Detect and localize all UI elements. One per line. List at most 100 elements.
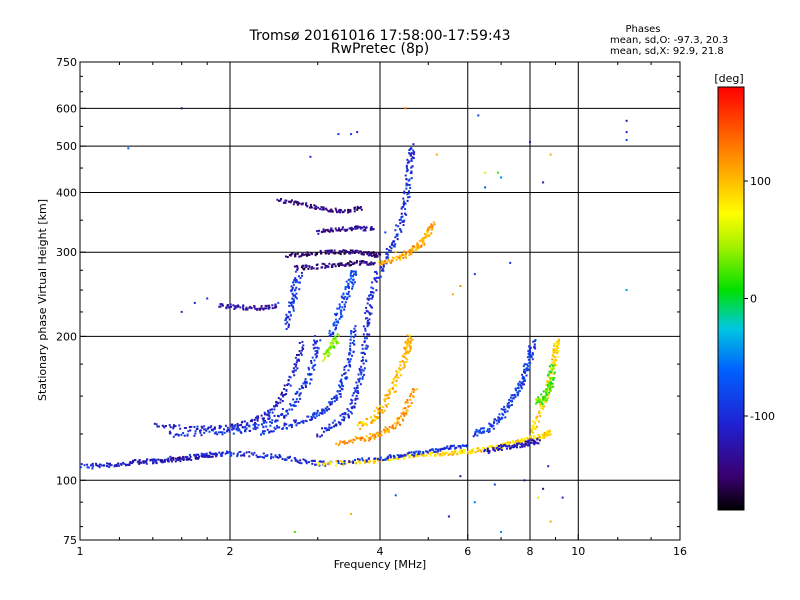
echo-point: [268, 411, 271, 414]
echo-point: [343, 373, 346, 375]
echo-point: [536, 415, 539, 418]
echo-point: [294, 296, 297, 299]
echo-point: [329, 229, 332, 232]
echo-point: [375, 252, 378, 255]
echo-point: [169, 426, 172, 429]
echo-point: [472, 448, 475, 451]
echo-point: [87, 466, 90, 469]
echo-point: [311, 266, 314, 269]
echo-point: [431, 224, 434, 227]
echo-point: [406, 183, 409, 186]
echo-point: [348, 295, 351, 298]
echo-point: [410, 171, 413, 174]
echo-point: [416, 454, 418, 457]
echo-point: [316, 252, 319, 255]
echo-point: [289, 403, 292, 406]
echo-point: [289, 423, 292, 426]
echo-point: [534, 347, 537, 350]
echo-point: [451, 445, 454, 448]
echo-point: [548, 365, 551, 368]
echo-point: [377, 459, 380, 461]
echo-point: [505, 447, 508, 450]
echo-point: [298, 359, 300, 362]
echo-point: [371, 296, 374, 299]
echo-point: [358, 380, 361, 383]
echo-point: [299, 397, 302, 400]
echo-point: [350, 401, 353, 404]
echo-point: [372, 460, 375, 463]
echo-point: [346, 358, 349, 361]
echo-point: [331, 263, 334, 266]
echo-point: [366, 302, 369, 305]
echo-point: [405, 349, 408, 352]
echo-point: [361, 347, 364, 350]
echo-point: [296, 265, 299, 268]
echo-point: [375, 458, 378, 461]
echo-point: [516, 442, 519, 445]
echo-point: [394, 229, 397, 232]
y-tick-label: 200: [56, 330, 77, 343]
echo-point: [236, 429, 239, 432]
echo-point: [310, 378, 313, 381]
echo-point: [283, 415, 286, 418]
echo-point: [347, 369, 350, 372]
echo-point: [428, 233, 431, 236]
echo-point: [343, 416, 346, 419]
echo-point: [370, 226, 373, 228]
echo-point: [338, 229, 341, 231]
echo-point: [362, 351, 365, 354]
echo-point: [332, 345, 335, 348]
echo-point: [287, 315, 290, 318]
echo-point: [386, 253, 389, 256]
echo-point: [362, 362, 365, 365]
echo-point: [408, 337, 411, 340]
echo-point: [499, 418, 502, 421]
echo-point: [330, 264, 333, 267]
echo-point: [411, 453, 414, 456]
echo-point: [484, 186, 487, 189]
echo-point: [384, 231, 387, 234]
echo-point: [360, 208, 363, 211]
echo-point: [548, 391, 551, 394]
echo-point: [256, 415, 259, 418]
echo-point: [335, 229, 338, 232]
echo-point: [327, 349, 330, 352]
echo-point: [320, 206, 323, 209]
echo-point: [203, 425, 206, 428]
echo-point: [244, 430, 247, 433]
echo-point: [531, 358, 534, 361]
echo-point: [294, 281, 297, 284]
echo-point: [379, 253, 382, 256]
echo-point: [500, 417, 503, 420]
echo-point: [210, 429, 213, 431]
echo-point: [327, 230, 330, 232]
echo-point: [513, 393, 516, 396]
echo-point: [283, 384, 286, 387]
echo-point: [503, 405, 506, 408]
echo-point: [404, 212, 406, 215]
echo-point: [348, 251, 351, 254]
echo-point: [110, 464, 113, 467]
echo-point: [320, 252, 323, 255]
echo-point: [337, 460, 340, 463]
echo-point: [394, 251, 397, 254]
echo-point: [232, 452, 235, 455]
echo-point: [324, 207, 327, 210]
echo-point: [350, 513, 353, 515]
echo-point: [558, 340, 560, 343]
y-axis-label: Stationary phase Virtual Height [km]: [36, 199, 49, 401]
echo-point: [514, 445, 517, 447]
echo-point: [314, 342, 317, 345]
echo-point: [353, 261, 356, 264]
echo-point: [552, 378, 555, 381]
echo-point: [429, 453, 432, 456]
echo-point: [356, 397, 359, 400]
echo-point: [335, 460, 338, 463]
echo-point: [328, 330, 331, 332]
echo-point: [330, 426, 333, 429]
echo-point: [321, 412, 324, 415]
echo-point: [327, 252, 330, 255]
echo-point: [292, 370, 295, 373]
echo-point: [389, 249, 392, 252]
echo-point: [285, 313, 288, 316]
